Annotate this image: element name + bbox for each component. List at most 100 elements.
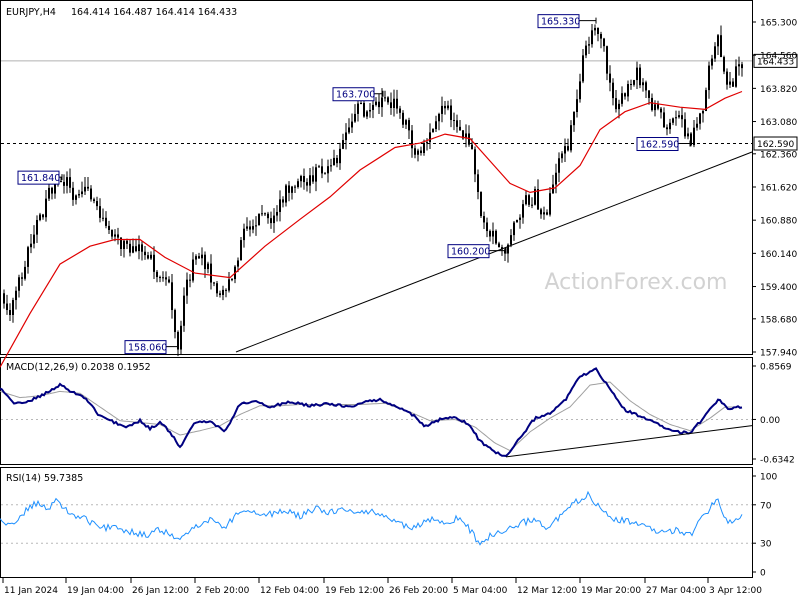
candle	[585, 40, 587, 59]
candle	[36, 215, 38, 243]
candle	[645, 80, 647, 98]
x-tick-label: 19 Mar 20:00	[581, 586, 641, 596]
candle	[192, 252, 194, 283]
candle	[348, 118, 350, 135]
candle	[612, 78, 614, 106]
candle	[603, 37, 605, 52]
candle	[444, 100, 446, 115]
candle	[324, 172, 326, 175]
candle	[696, 117, 698, 131]
watermark: ActionForex.com	[545, 270, 728, 295]
candle	[12, 297, 14, 323]
candle	[474, 146, 476, 183]
candle	[384, 90, 386, 102]
macd-ytick-label: 0.00	[760, 416, 780, 426]
candle	[210, 254, 212, 290]
candle	[540, 207, 542, 219]
candle	[525, 190, 527, 206]
price-annotation: 165.330	[537, 14, 597, 29]
candle	[624, 92, 626, 100]
candle	[300, 174, 302, 188]
candle	[420, 146, 422, 156]
x-tick-label: 11 Jan 2024	[4, 586, 58, 596]
candle	[609, 65, 611, 92]
x-tick-label: 2 Feb 20:00	[196, 586, 250, 596]
candle	[372, 98, 374, 119]
candle	[735, 59, 737, 88]
candle	[45, 189, 47, 222]
candle	[243, 223, 245, 248]
candle	[273, 208, 275, 233]
candle	[177, 330, 179, 357]
candle	[648, 90, 650, 105]
candle	[51, 186, 53, 200]
candle	[357, 100, 359, 122]
candle	[699, 112, 701, 130]
candle	[132, 238, 134, 254]
candle	[486, 217, 488, 238]
price-level-tag: 164.433	[753, 53, 798, 68]
candle	[390, 92, 392, 115]
candle	[636, 61, 638, 89]
candle	[726, 68, 728, 90]
candle	[462, 130, 464, 140]
price-panel-frame	[0, 0, 753, 355]
candle	[216, 281, 218, 297]
candle	[375, 97, 377, 107]
candle	[168, 276, 170, 284]
price-ytick-label: 163.820	[760, 85, 797, 95]
candle	[597, 27, 599, 42]
macd-signal-line	[0, 381, 742, 452]
candle	[219, 290, 221, 298]
candle	[465, 124, 467, 148]
candle	[516, 219, 518, 223]
candle	[453, 112, 455, 131]
rising-trendline	[235, 151, 753, 353]
candle	[429, 123, 431, 150]
candle	[162, 271, 164, 282]
candle	[582, 49, 584, 84]
candle	[441, 96, 443, 123]
candle	[75, 194, 77, 205]
candle	[345, 123, 347, 150]
candle	[567, 138, 569, 152]
macd-line	[0, 367, 743, 457]
candle	[129, 239, 131, 257]
candle	[24, 260, 26, 281]
candle	[546, 209, 548, 216]
candle	[189, 274, 191, 288]
candle	[579, 73, 581, 103]
candle	[294, 184, 296, 193]
candle	[126, 238, 128, 249]
candle	[15, 286, 17, 310]
candle	[39, 212, 41, 222]
candle	[153, 246, 155, 279]
candle	[477, 169, 479, 200]
candle	[81, 181, 83, 198]
candle	[186, 272, 188, 304]
candle	[702, 109, 704, 123]
svg-text:162.590: 162.590	[640, 140, 679, 151]
rsi-ytick-label: 30	[760, 540, 772, 550]
moving-average-line	[0, 90, 743, 368]
candle	[432, 128, 434, 133]
candle	[159, 275, 161, 283]
candle	[564, 138, 566, 163]
candle	[18, 274, 20, 298]
svg-text:161.840: 161.840	[21, 173, 60, 184]
candle	[27, 245, 29, 274]
price-ytick-label: 163.080	[760, 118, 797, 128]
candle	[534, 186, 536, 206]
candle	[267, 211, 269, 224]
candle	[639, 64, 641, 89]
candle	[279, 190, 281, 222]
x-tick-label: 5 Mar 04:00	[453, 586, 508, 596]
svg-text:158.060: 158.060	[128, 343, 167, 354]
price-ytick-label: 157.940	[760, 349, 797, 359]
macd-ytick-label: -0.6342	[760, 456, 795, 466]
rsi-line	[0, 490, 743, 546]
candle	[480, 191, 482, 219]
x-tick-label: 12 Mar 12:00	[517, 586, 577, 596]
candle	[306, 178, 308, 192]
candle	[147, 251, 149, 260]
